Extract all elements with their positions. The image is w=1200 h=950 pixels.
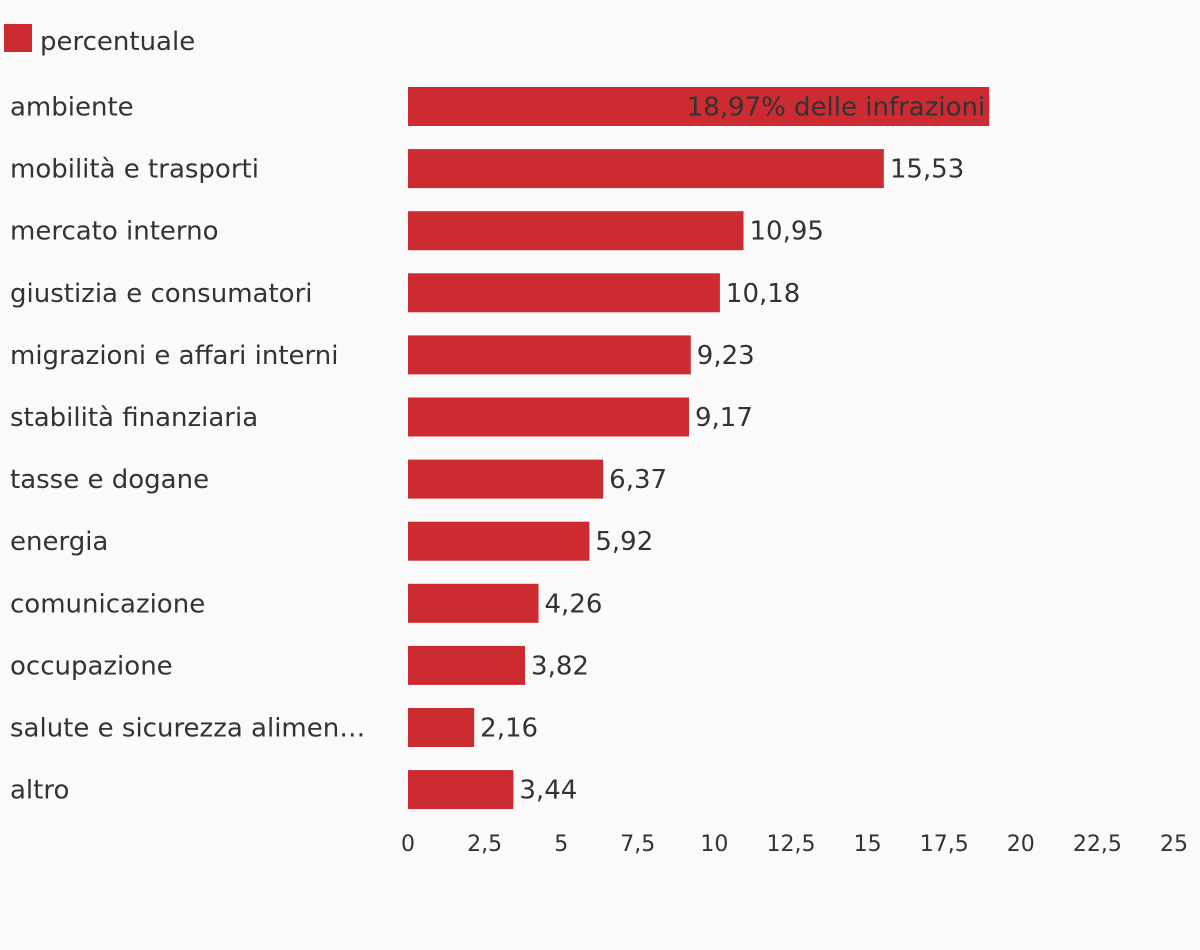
category-label: giustizia e consumatori bbox=[10, 279, 312, 309]
x-tick-label: 17,5 bbox=[920, 832, 969, 857]
legend-swatch bbox=[4, 24, 32, 52]
category-label: altro bbox=[10, 776, 69, 806]
x-tick-label: 25 bbox=[1160, 832, 1188, 857]
bar bbox=[408, 770, 514, 810]
category-label: stabilità finanziaria bbox=[10, 403, 258, 433]
category-label: salute e sicurezza alimen… bbox=[10, 714, 365, 744]
bar-value-label: 5,92 bbox=[595, 527, 653, 557]
bar bbox=[408, 335, 691, 375]
bar bbox=[408, 521, 590, 561]
x-tick-label: 10 bbox=[700, 832, 728, 857]
bar-value-label: 15,53 bbox=[890, 155, 964, 185]
bar bbox=[408, 459, 604, 499]
category-label: comunicazione bbox=[10, 589, 205, 619]
legend-label: percentuale bbox=[40, 27, 195, 57]
bar-value-label: 18,97% delle infrazioni bbox=[687, 93, 986, 123]
category-label: migrazioni e affari interni bbox=[10, 341, 338, 371]
bar bbox=[408, 211, 744, 251]
bar-value-label: 3,82 bbox=[531, 651, 589, 681]
bar-value-label: 6,37 bbox=[609, 465, 667, 495]
x-tick-label: 7,5 bbox=[620, 832, 655, 857]
bar-value-label: 9,23 bbox=[697, 341, 755, 371]
bar bbox=[408, 397, 689, 437]
x-tick-label: 22,5 bbox=[1073, 832, 1122, 857]
x-axis-ticks: 0 2,5 5 7,5 10 12,5 15 17,5 20 22,5 25 bbox=[401, 832, 1188, 857]
value-labels: 18,97% delle infrazioni 15,53 10,95 10,18 9,… bbox=[480, 93, 985, 806]
bar bbox=[408, 708, 475, 747]
bar bbox=[408, 645, 526, 685]
bar-value-label: 10,18 bbox=[726, 279, 800, 309]
category-label: mobilità e trasporti bbox=[10, 155, 259, 185]
legend: percentuale bbox=[4, 24, 195, 57]
category-label: ambiente bbox=[10, 93, 134, 123]
bar bbox=[408, 149, 884, 189]
x-tick-label: 12,5 bbox=[767, 832, 816, 857]
category-labels: ambiente mobilità e trasporti mercato inte… bbox=[10, 93, 365, 806]
x-tick-label: 20 bbox=[1007, 832, 1035, 857]
bar-value-label: 9,17 bbox=[695, 403, 753, 433]
x-tick-label: 15 bbox=[854, 832, 882, 857]
bar-value-label: 10,95 bbox=[750, 217, 824, 247]
bar-value-label: 4,26 bbox=[545, 589, 603, 619]
x-tick-label: 5 bbox=[554, 832, 568, 857]
bar-value-label: 2,16 bbox=[480, 714, 538, 744]
category-label: mercato interno bbox=[10, 217, 219, 247]
bar bbox=[408, 273, 720, 313]
bar bbox=[408, 583, 539, 623]
bar bbox=[408, 87, 990, 126]
bars bbox=[408, 87, 990, 810]
category-label: occupazione bbox=[10, 651, 173, 681]
category-label: tasse e dogane bbox=[10, 465, 209, 495]
category-label: energia bbox=[10, 527, 108, 557]
x-tick-label: 2,5 bbox=[467, 832, 502, 857]
x-tick-label: 0 bbox=[401, 832, 415, 857]
bar-value-label: 3,44 bbox=[519, 776, 577, 806]
